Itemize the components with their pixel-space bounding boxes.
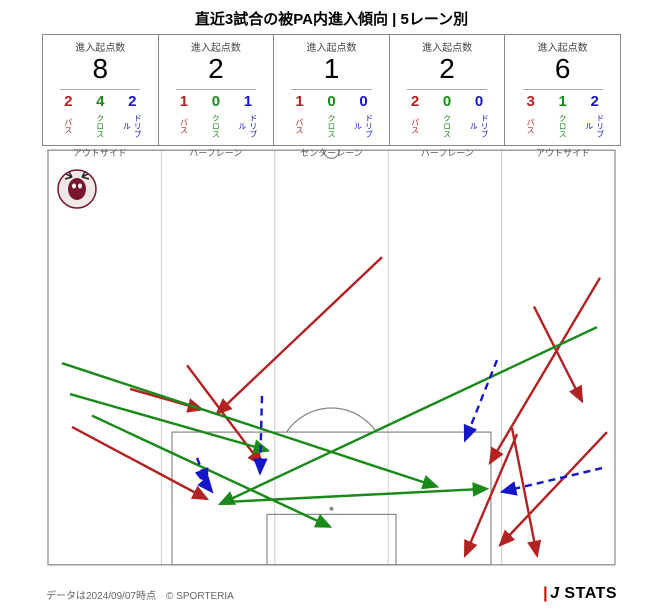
lane-names-row: アウトサイドハーフレーンセンターレーンハーフレーンアウトサイド [42, 146, 621, 159]
stat-breakdown: 1パス 0クロス 0ドリブル [286, 94, 376, 141]
lane-stat-1: 進入起点数 2 1パス 0クロス 1ドリブル [159, 35, 275, 145]
bd-pass: 2パス [402, 94, 428, 141]
bd-cross: 0クロス [318, 94, 344, 141]
stat-breakdown: 2パス 4クロス 2ドリブル [55, 94, 145, 141]
stat-label: 進入起点数 [306, 39, 356, 54]
pitch-area: アウトサイドハーフレーンセンターレーンハーフレーンアウトサイド [42, 144, 621, 571]
bd-pass: 1パス [286, 94, 312, 141]
lane-stat-0: 進入起点数 8 2パス 4クロス 2ドリブル [43, 35, 159, 145]
chart-title: 直近3試合の被PA内進入傾向 | 5レーン別 [0, 0, 663, 33]
lane-name-0: アウトサイド [42, 146, 158, 159]
bd-dribble: 0ドリブル [466, 94, 492, 141]
brand-bar: | [543, 585, 548, 602]
stat-label: 進入起点数 [191, 39, 241, 54]
stat-breakdown: 2パス 0クロス 0ドリブル [402, 94, 492, 141]
stat-total: 1 [324, 54, 340, 85]
stat-total: 2 [208, 54, 224, 85]
bd-pass: 2パス [55, 94, 81, 141]
brand-logo: |J STATS [543, 585, 617, 603]
footer: データは2024/09/07時点 © SPORTERIA |J STATS [0, 585, 663, 603]
stat-total: 2 [439, 54, 455, 85]
stat-label: 進入起点数 [538, 39, 588, 54]
bd-dribble: 0ドリブル [350, 94, 376, 141]
team-logo [57, 169, 97, 209]
bd-cross: 1クロス [550, 94, 576, 141]
bd-cross: 0クロス [203, 94, 229, 141]
bd-pass: 1パス [171, 94, 197, 141]
bd-cross: 0クロス [434, 94, 460, 141]
pitch-svg [42, 144, 621, 571]
bd-cross: 4クロス [87, 94, 113, 141]
lane-name-3: ハーフレーン [389, 146, 505, 159]
bd-dribble: 1ドリブル [235, 94, 261, 141]
lane-name-4: アウトサイド [505, 146, 621, 159]
bd-pass: 3パス [518, 94, 544, 141]
bd-dribble: 2ドリブル [582, 94, 608, 141]
bd-dribble: 2ドリブル [119, 94, 145, 141]
footer-credit: データは2024/09/07時点 © SPORTERIA [46, 587, 234, 602]
stat-label: 進入起点数 [422, 39, 472, 54]
stats-panel: 進入起点数 8 2パス 4クロス 2ドリブル 進入起点数 2 1パス 0クロス … [42, 34, 621, 146]
lane-name-2: センターレーン [274, 146, 390, 159]
stat-breakdown: 1パス 0クロス 1ドリブル [171, 94, 261, 141]
lane-name-1: ハーフレーン [158, 146, 274, 159]
lane-stat-3: 進入起点数 2 2パス 0クロス 0ドリブル [390, 35, 506, 145]
stat-total: 6 [555, 54, 571, 85]
stat-label: 進入起点数 [75, 39, 125, 54]
lane-stat-4: 進入起点数 6 3パス 1クロス 2ドリブル [505, 35, 620, 145]
stat-total: 8 [93, 54, 109, 85]
lane-stat-2: 進入起点数 1 1パス 0クロス 0ドリブル [274, 35, 390, 145]
stat-breakdown: 3パス 1クロス 2ドリブル [518, 94, 608, 141]
brand-rest: STATS [559, 585, 617, 602]
